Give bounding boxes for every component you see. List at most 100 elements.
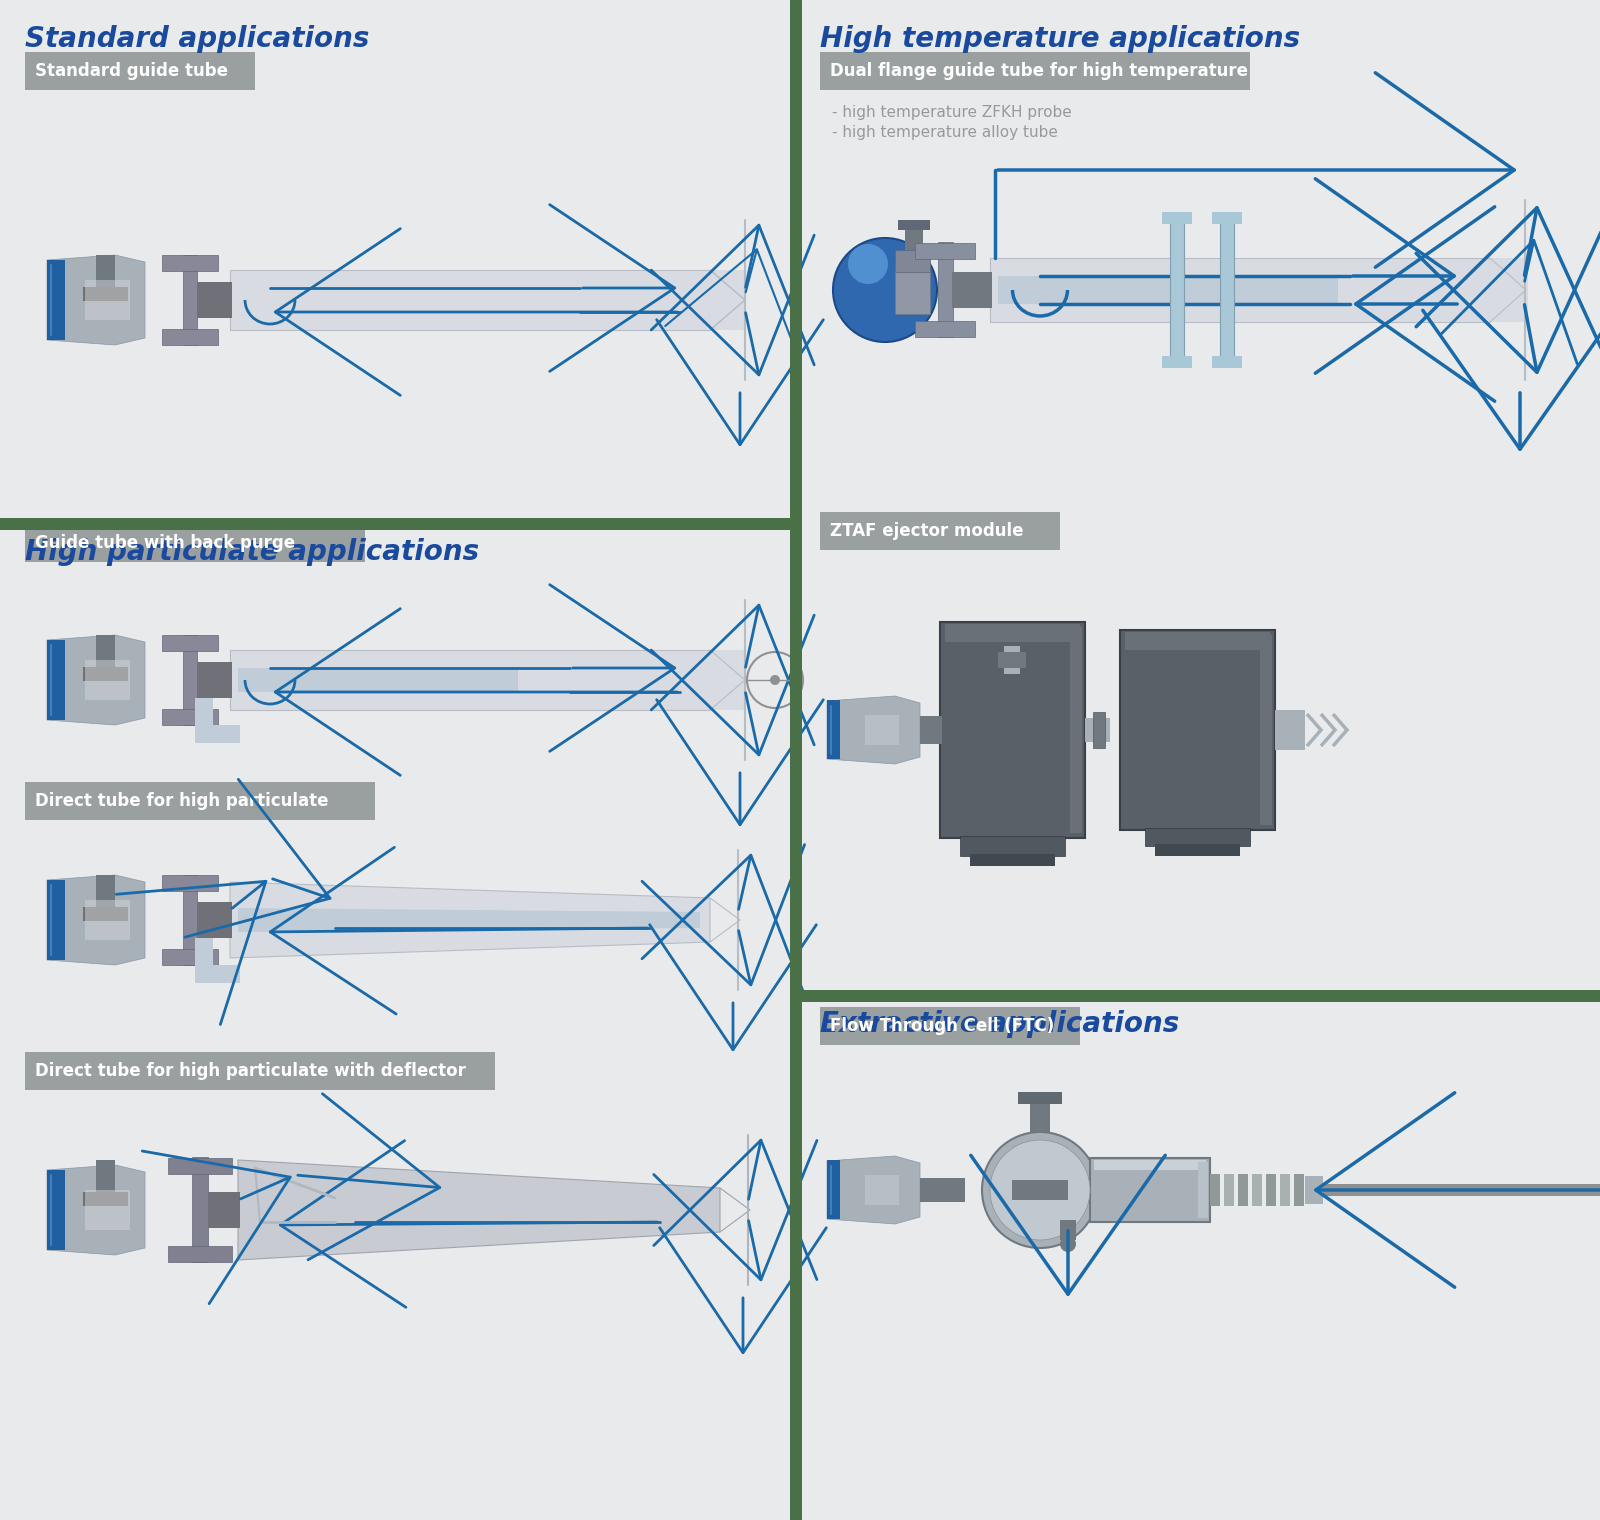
Circle shape — [982, 1132, 1098, 1248]
Bar — [866, 714, 899, 745]
Bar — [998, 277, 1338, 304]
Bar — [230, 271, 710, 330]
Bar — [894, 266, 930, 315]
Bar — [96, 255, 115, 289]
Bar — [46, 260, 66, 340]
Bar — [1224, 1173, 1234, 1205]
Bar — [952, 272, 992, 309]
Bar — [1070, 626, 1082, 833]
Text: Direct tube for high particulate: Direct tube for high particulate — [35, 792, 328, 810]
Bar — [1213, 356, 1242, 368]
Bar — [195, 725, 240, 743]
Bar — [1120, 629, 1275, 830]
Bar — [1490, 258, 1528, 322]
Bar — [819, 52, 1250, 90]
Text: Extractive applications: Extractive applications — [819, 1009, 1179, 1038]
Bar — [46, 640, 66, 720]
Bar — [26, 52, 254, 90]
Bar — [1090, 1158, 1210, 1222]
Bar — [1170, 220, 1184, 360]
Bar — [827, 701, 840, 758]
Bar — [1210, 1173, 1221, 1205]
Polygon shape — [46, 255, 146, 345]
Bar — [1251, 1173, 1262, 1205]
Bar — [819, 1008, 1080, 1046]
Bar — [1094, 1160, 1206, 1170]
Bar — [46, 1170, 66, 1249]
Bar — [827, 1160, 840, 1219]
Bar — [46, 260, 66, 340]
Bar — [197, 901, 232, 938]
Bar — [1198, 1161, 1208, 1218]
Bar — [162, 328, 218, 345]
Circle shape — [1059, 1236, 1075, 1252]
Bar — [182, 876, 197, 965]
Text: ZTAF ejector module: ZTAF ejector module — [830, 521, 1024, 540]
Bar — [182, 255, 197, 345]
Bar — [920, 716, 942, 743]
Bar — [920, 1178, 965, 1202]
Bar — [182, 635, 197, 725]
Bar — [894, 249, 930, 272]
Text: Dual flange guide tube for high temperature: Dual flange guide tube for high temperat… — [830, 62, 1248, 81]
Bar — [96, 1160, 115, 1195]
Bar — [1005, 646, 1021, 673]
Bar — [197, 283, 232, 318]
Text: Direct tube for high particulate with deflector: Direct tube for high particulate with de… — [35, 1062, 466, 1081]
Polygon shape — [238, 907, 701, 932]
Bar — [790, 990, 1600, 1002]
Bar — [46, 1170, 66, 1249]
Bar — [197, 663, 232, 698]
Bar — [1306, 1176, 1323, 1204]
Text: - high temperature alloy tube: - high temperature alloy tube — [832, 125, 1058, 140]
Bar — [46, 880, 66, 961]
Bar — [1162, 211, 1192, 223]
Polygon shape — [827, 1157, 920, 1224]
Bar — [46, 880, 66, 961]
Bar — [46, 640, 66, 720]
Circle shape — [848, 245, 888, 284]
Bar — [26, 1052, 494, 1090]
Bar — [83, 907, 128, 921]
Bar — [192, 1157, 208, 1262]
Bar — [195, 938, 213, 977]
Bar — [1146, 828, 1250, 847]
Bar — [1310, 1184, 1600, 1196]
Bar — [1266, 1173, 1277, 1205]
Bar — [26, 524, 365, 562]
Bar — [998, 652, 1026, 667]
Bar — [946, 625, 1080, 641]
Bar — [915, 321, 974, 337]
Bar — [1059, 1221, 1075, 1240]
Polygon shape — [238, 1160, 720, 1260]
Bar — [915, 243, 974, 258]
Bar — [1261, 635, 1272, 825]
Bar — [85, 900, 130, 939]
Bar — [819, 512, 1059, 550]
Circle shape — [747, 652, 803, 708]
Polygon shape — [46, 635, 146, 725]
Bar — [85, 1190, 130, 1230]
Bar — [85, 280, 130, 321]
Bar — [83, 287, 128, 301]
Bar — [710, 271, 746, 330]
Bar — [898, 220, 930, 230]
Bar — [866, 1175, 899, 1205]
Bar — [208, 1192, 240, 1228]
Bar — [1018, 1091, 1062, 1104]
Text: - high temperature ZFKH probe: - high temperature ZFKH probe — [832, 105, 1072, 120]
Bar — [710, 651, 746, 710]
Bar — [168, 1158, 232, 1173]
Bar — [195, 698, 213, 739]
Bar — [941, 622, 1085, 838]
Circle shape — [770, 675, 781, 686]
Text: Guide tube with back purge: Guide tube with back purge — [35, 534, 294, 552]
Bar — [906, 228, 923, 249]
Bar — [26, 781, 374, 819]
Bar — [1013, 1180, 1069, 1199]
Bar — [0, 518, 802, 530]
Bar — [1221, 220, 1234, 360]
Bar — [85, 660, 130, 701]
Circle shape — [834, 239, 938, 342]
Bar — [1280, 1173, 1290, 1205]
